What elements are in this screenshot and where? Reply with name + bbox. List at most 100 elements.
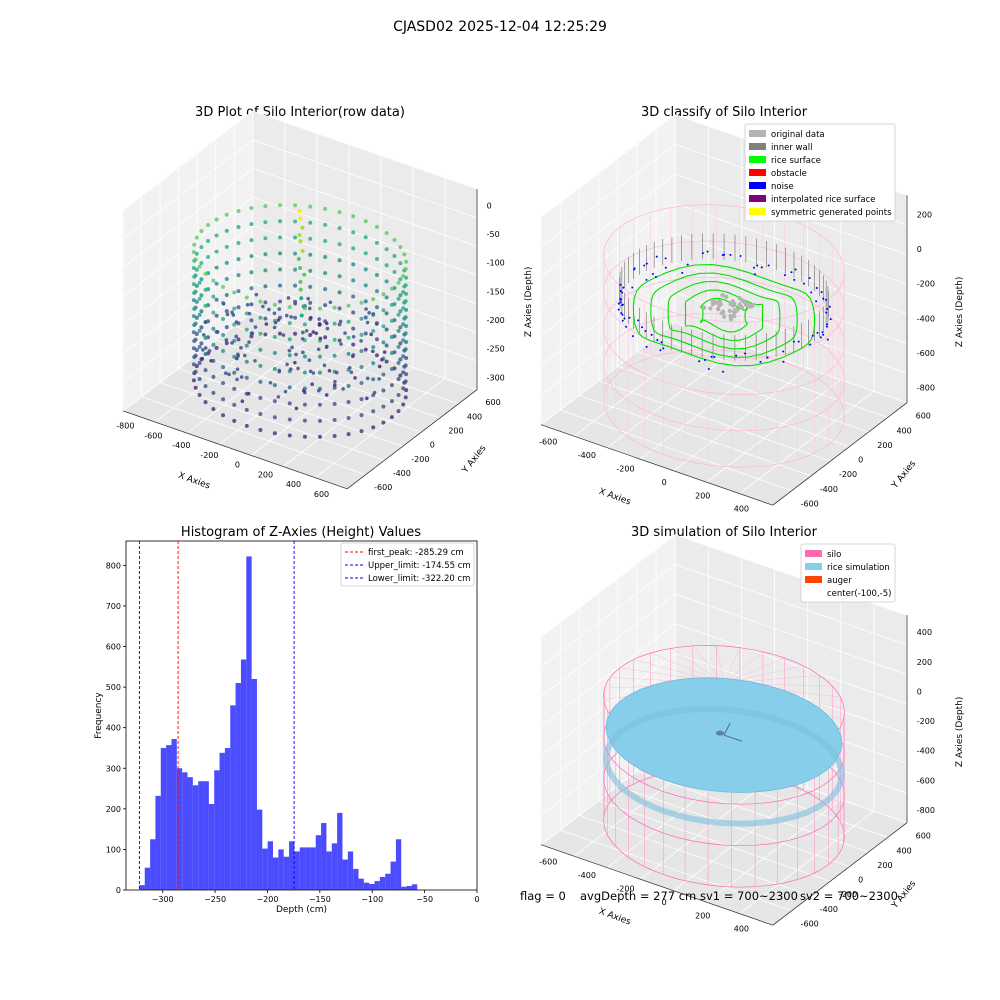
- data-point: [371, 425, 376, 430]
- data-point: [363, 347, 368, 352]
- data-point: [206, 255, 211, 260]
- grid-line: [673, 787, 808, 892]
- data-point: [332, 337, 337, 342]
- data-point: [392, 253, 397, 258]
- data-point: [211, 310, 216, 315]
- z-tick-label: -400: [917, 314, 935, 323]
- data-point: [306, 296, 311, 301]
- noise-point: [828, 305, 831, 308]
- data-point: [384, 263, 389, 268]
- noise-point: [819, 336, 822, 339]
- grid-line: [560, 829, 793, 911]
- classify-legend-swatch: [749, 130, 766, 137]
- noise-point: [815, 287, 818, 290]
- classify-legend-label: noise: [771, 182, 794, 192]
- noise-point: [826, 323, 829, 326]
- histogram-bar: [294, 851, 300, 890]
- data-point: [224, 212, 229, 217]
- data-point: [318, 336, 323, 341]
- data-point: [293, 331, 298, 336]
- y-tick-label: 0: [430, 441, 435, 450]
- noise-point: [793, 278, 796, 281]
- data-point: [247, 340, 251, 344]
- y-tick-label: 0: [858, 876, 863, 885]
- z-tick-label: 0: [917, 245, 922, 254]
- data-point: [351, 246, 356, 251]
- noise-point: [655, 255, 658, 258]
- status-sv2: sv2 = 700~2300: [800, 889, 898, 903]
- noise-point: [760, 266, 763, 269]
- data-point: [197, 377, 202, 382]
- data-point: [244, 343, 249, 348]
- data-point: [353, 376, 357, 380]
- data-point: [351, 342, 356, 347]
- data-point: [272, 383, 277, 388]
- data-point: [258, 315, 263, 320]
- data-point: [263, 284, 268, 289]
- data-point: [308, 236, 313, 241]
- noise-point: [826, 338, 829, 341]
- x-tick-label: 400: [286, 480, 301, 489]
- grid-line: [154, 322, 286, 423]
- data-point: [297, 209, 302, 214]
- noise-point: [713, 356, 716, 359]
- data-point: [380, 357, 384, 362]
- data-point: [278, 235, 283, 240]
- data-point: [308, 252, 313, 257]
- y-tick-label: -400: [820, 905, 838, 914]
- grid-line: [540, 114, 676, 218]
- histogram-legend-label: Lower_limit: -322.20 cm: [368, 574, 470, 584]
- data-point: [369, 332, 373, 337]
- classify-legend-swatch: [749, 208, 766, 215]
- grid-line: [675, 232, 908, 315]
- original-data-point: [731, 309, 737, 315]
- data-point: [249, 254, 254, 259]
- noise-point: [759, 360, 762, 363]
- x-tick-label: 200: [695, 911, 710, 920]
- histogram-bar: [273, 857, 279, 890]
- data-point: [264, 322, 269, 326]
- data-point: [197, 296, 202, 301]
- data-point: [403, 283, 408, 288]
- classify-legend-swatch: [749, 156, 766, 163]
- z-tick-label: -50: [487, 230, 500, 239]
- data-point: [398, 325, 403, 330]
- data-point: [272, 431, 277, 436]
- data-point: [214, 249, 219, 254]
- y-tick-label: 200: [106, 805, 121, 814]
- noise-point: [792, 340, 795, 343]
- data-point: [272, 334, 277, 339]
- grid-line: [540, 232, 676, 337]
- data-point: [221, 365, 226, 370]
- histogram-xlabel: Depth (cm): [276, 905, 327, 915]
- data-point: [197, 393, 202, 398]
- data-point: [194, 299, 199, 304]
- data-point: [263, 220, 268, 225]
- data-point: [323, 287, 328, 292]
- data-point: [236, 337, 241, 342]
- rice-surface-points: [632, 264, 816, 367]
- noise-point: [752, 266, 755, 269]
- x-tick-label: −100: [361, 895, 383, 904]
- data-point: [197, 280, 202, 285]
- data-point: [192, 242, 197, 247]
- data-point: [287, 305, 292, 310]
- data-point: [371, 312, 376, 316]
- data-point: [323, 238, 328, 243]
- silo-wire-roof: [692, 645, 725, 684]
- data-point: [332, 417, 337, 422]
- data-point: [359, 381, 364, 386]
- data-point: [398, 357, 403, 362]
- x-axis-label: X Axies: [177, 471, 212, 492]
- simulation-legend-swatch: [805, 563, 822, 570]
- original-data-point: [749, 304, 754, 309]
- data-point: [225, 312, 230, 317]
- simulation-legend-label: silo: [827, 550, 841, 560]
- data-point: [236, 305, 241, 310]
- grid-line: [540, 173, 676, 277]
- data-point: [287, 321, 292, 326]
- data-point: [283, 389, 288, 394]
- data-point: [211, 342, 216, 347]
- data-point: [200, 356, 205, 361]
- histogram-bar: [299, 847, 306, 890]
